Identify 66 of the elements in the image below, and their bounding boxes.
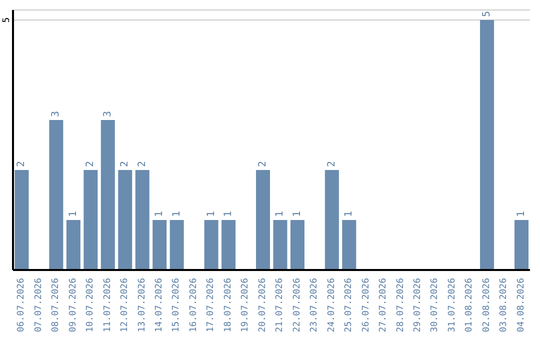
bar	[324, 170, 339, 270]
data-label: 2	[16, 160, 28, 167]
bar	[256, 170, 270, 270]
x-tick-label: 12.07.2026	[120, 278, 130, 332]
bar	[514, 220, 528, 270]
bar	[14, 170, 29, 270]
bar	[273, 220, 288, 270]
data-label: 1	[344, 210, 355, 217]
x-tick-label: 14.07.2026	[154, 278, 164, 332]
x-tick-label: 06.07.2026	[16, 278, 27, 332]
data-label: 2	[257, 160, 268, 167]
x-tick-label: 04.08.2026	[516, 278, 526, 332]
bar	[84, 170, 98, 270]
data-label: 1	[223, 210, 234, 217]
data-label: 1	[68, 210, 79, 217]
bar	[170, 220, 184, 270]
data-label: 1	[206, 210, 217, 217]
data-label: 2	[85, 160, 96, 167]
x-tick-label: 20.07.2026	[258, 278, 268, 332]
data-label: 1	[171, 210, 182, 217]
data-label: 1	[274, 210, 286, 217]
bar	[204, 220, 218, 270]
data-label: 2	[326, 160, 338, 167]
bar	[49, 120, 64, 270]
x-tick-label: 27.07.2026	[378, 278, 389, 332]
x-tick-label: 25.07.2026	[344, 278, 354, 332]
x-tick-label: 22.07.2026	[292, 278, 302, 332]
data-label: 3	[50, 110, 62, 117]
x-tick-label: 08.07.2026	[51, 278, 62, 332]
x-tick-label: 09.07.2026	[68, 278, 78, 332]
data-label: 1	[516, 210, 527, 217]
bar	[118, 170, 132, 270]
x-tick-label: 28.07.2026	[396, 278, 406, 332]
bar	[152, 220, 167, 270]
data-label: 3	[102, 110, 114, 117]
x-tick-label: 16.07.2026	[188, 278, 199, 332]
x-tick-label: 18.07.2026	[223, 278, 234, 332]
x-tick-label: 24.07.2026	[326, 278, 337, 332]
x-tick-label: 31.07.2026	[447, 278, 458, 332]
x-tick-label: 07.07.2026	[34, 278, 44, 332]
data-label: 1	[154, 210, 166, 217]
x-tick-label: 21.07.2026	[275, 278, 286, 332]
x-tick-label: 01.08.2026	[464, 278, 475, 332]
bar	[66, 220, 80, 270]
x-tick-label: 02.08.2026	[482, 278, 492, 332]
x-tick-label: 30.07.2026	[430, 278, 440, 332]
x-tick-label: 13.07.2026	[137, 278, 148, 332]
data-label: 2	[120, 160, 131, 167]
x-tick-label: 15.07.2026	[172, 278, 182, 332]
x-tick-label: 19.07.2026	[240, 278, 251, 332]
bar	[135, 170, 150, 270]
bar	[480, 20, 494, 270]
bar	[290, 220, 304, 270]
x-tick-label: 11.07.2026	[102, 278, 113, 332]
bar	[342, 220, 356, 270]
x-tick-label: 23.07.2026	[310, 278, 320, 332]
data-label: 1	[292, 210, 303, 217]
bar	[100, 120, 115, 270]
x-tick-label: 03.08.2026	[499, 278, 510, 332]
x-tick-label: 17.07.2026	[206, 278, 216, 332]
x-tick-label: 10.07.2026	[86, 278, 96, 332]
data-label: 2	[136, 160, 148, 167]
x-tick-label: 29.07.2026	[412, 278, 423, 332]
x-tick-label: 26.07.2026	[361, 278, 372, 332]
bar	[222, 220, 236, 270]
data-label: 5	[482, 10, 493, 17]
